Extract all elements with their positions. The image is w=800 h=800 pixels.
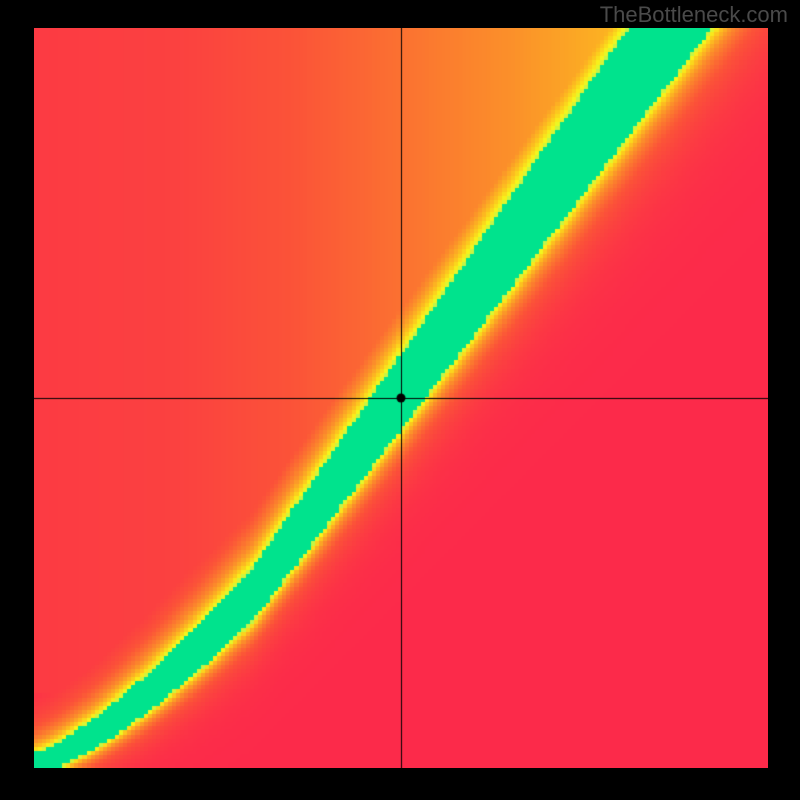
- chart-container: TheBottleneck.com: [0, 0, 800, 800]
- bottleneck-heatmap: [34, 28, 768, 768]
- attribution-text: TheBottleneck.com: [600, 2, 788, 28]
